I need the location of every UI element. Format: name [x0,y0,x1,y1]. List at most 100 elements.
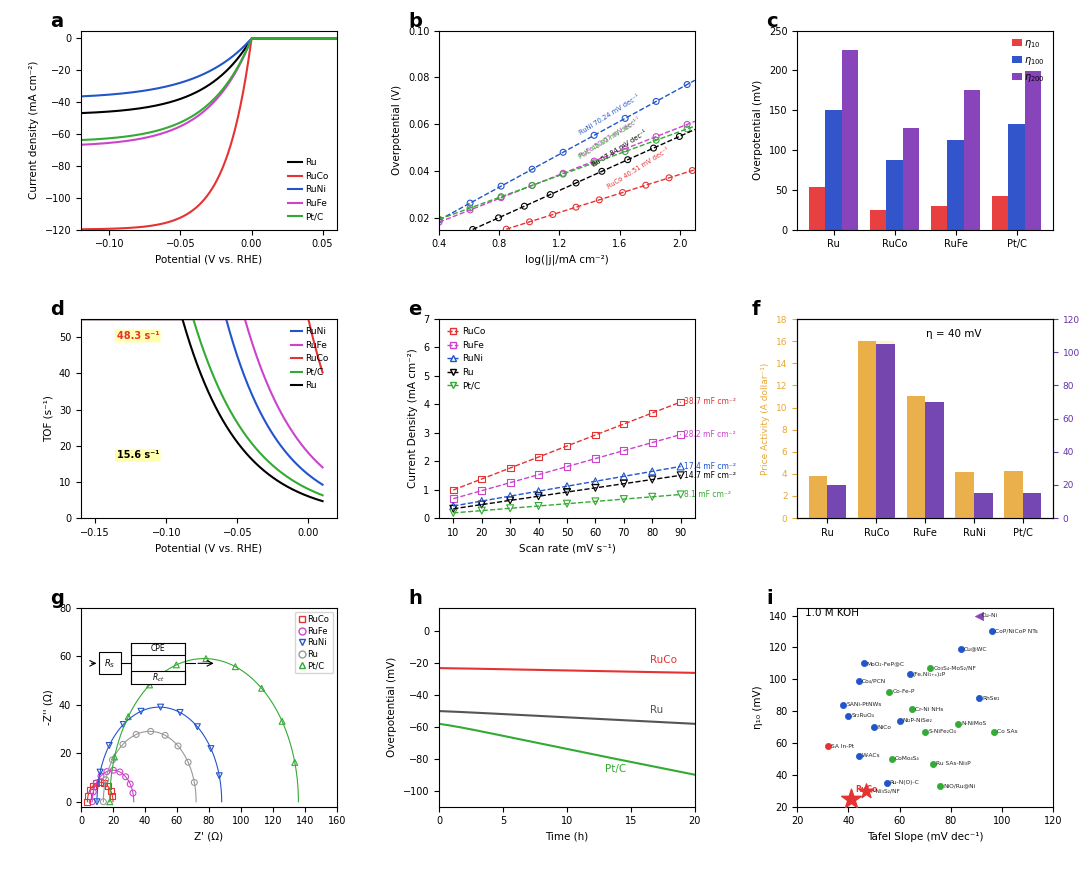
Point [617,142,634,156]
Pt/C [316,490,329,501]
RuFe [75,140,87,150]
Point [567,201,584,215]
Point [286,755,303,769]
Ru [285,33,298,44]
Point [840,709,858,723]
Point [558,439,576,453]
RuCo [251,314,264,324]
Pt/C [330,33,343,44]
Point [949,717,967,731]
Legend: RuCo, RuFe, RuNi, Ru, Pt/C: RuCo, RuFe, RuNi, Ru, Pt/C [295,612,333,673]
Text: Co-Fe-P: Co-Fe-P [892,690,915,694]
Point [850,749,867,763]
Point [904,703,921,717]
Legend: $\eta_{10}$, $\eta_{100}$, $\eta_{200}$: $\eta_{10}$, $\eta_{100}$, $\eta_{200}$ [1009,36,1048,87]
Bar [926,402,944,518]
Ru [251,459,264,469]
Point [97,773,114,787]
Point [445,506,462,520]
Point [835,698,852,712]
RuNi [330,33,343,44]
Point [986,725,1003,739]
Point [172,705,189,719]
Point [617,145,634,159]
Text: 48.3 s⁻¹: 48.3 s⁻¹ [117,331,159,341]
RuFe [227,314,240,324]
Ru [245,33,258,44]
Point [616,444,633,458]
Point [186,775,203,789]
Point [891,713,908,727]
Ru [316,496,329,507]
Point [211,769,228,783]
Point [140,678,158,691]
Point [95,794,112,808]
Bar [974,494,993,518]
RuCo [316,367,329,378]
Point [501,461,518,475]
Point [820,739,837,753]
Point [501,501,518,515]
Point [273,714,291,728]
Point [157,728,174,742]
Point [554,146,571,160]
Bar [963,90,981,229]
Line: Ru: Ru [81,319,323,501]
Text: Cu-Ni: Cu-Ni [982,613,998,618]
Point [619,153,636,167]
Pt/C [248,442,261,453]
Text: 8.1 mF cm⁻²: 8.1 mF cm⁻² [684,490,730,499]
Point [473,498,490,512]
Text: SANi-PtNWs: SANi-PtNWs [847,702,881,707]
RuFe [330,33,343,44]
Y-axis label: Overpotential (V): Overpotential (V) [392,85,403,175]
Text: d: d [51,300,64,319]
Point [585,128,603,142]
RuNi [104,314,117,324]
Ru [104,314,117,324]
Pt/C [104,314,117,324]
Text: i: i [767,589,773,608]
Point [586,474,604,488]
Point [530,484,548,498]
Point [445,483,462,497]
Point [678,122,696,136]
Text: MoO₂-FeP@C: MoO₂-FeP@C [867,661,905,666]
RuCo [195,196,208,207]
Pt/C [227,411,240,421]
RuFe [325,33,338,44]
Point [105,763,122,777]
Bar [876,344,895,518]
Text: (Fe,Ni₁₊ₓ)₂P: (Fe,Ni₁₊ₓ)₂P [913,672,946,677]
Line: RuFe: RuFe [81,319,323,467]
Bar [825,110,841,229]
Point [616,417,633,431]
Point [492,191,510,205]
Ru [330,33,343,44]
Text: Cu@WC: Cu@WC [964,646,987,651]
Text: RuCo 40.51 mV dec⁻¹: RuCo 40.51 mV dec⁻¹ [607,146,671,189]
RuNi [251,399,264,410]
Y-axis label: Current Density (mA cm⁻²): Current Density (mA cm⁻²) [407,349,418,488]
Bar [841,51,859,229]
Point [106,750,123,764]
Text: Sr₂RuO₄: Sr₂RuO₄ [851,713,875,719]
Point [473,494,490,508]
Pt/C [171,314,184,324]
Point [99,780,117,794]
Point [554,167,571,181]
Point [648,133,665,147]
Point [198,651,215,665]
RuCo [285,33,298,44]
Point [558,460,576,473]
RuFe [195,107,208,118]
RuCo [153,314,166,324]
Point [473,472,490,486]
Point [227,660,244,674]
Point [660,171,677,185]
RuNi [213,60,226,71]
RuNi [227,337,240,348]
RuCo [104,314,117,324]
Pt/C [75,135,87,146]
Text: CoMo₄S₄: CoMo₄S₄ [895,756,920,761]
